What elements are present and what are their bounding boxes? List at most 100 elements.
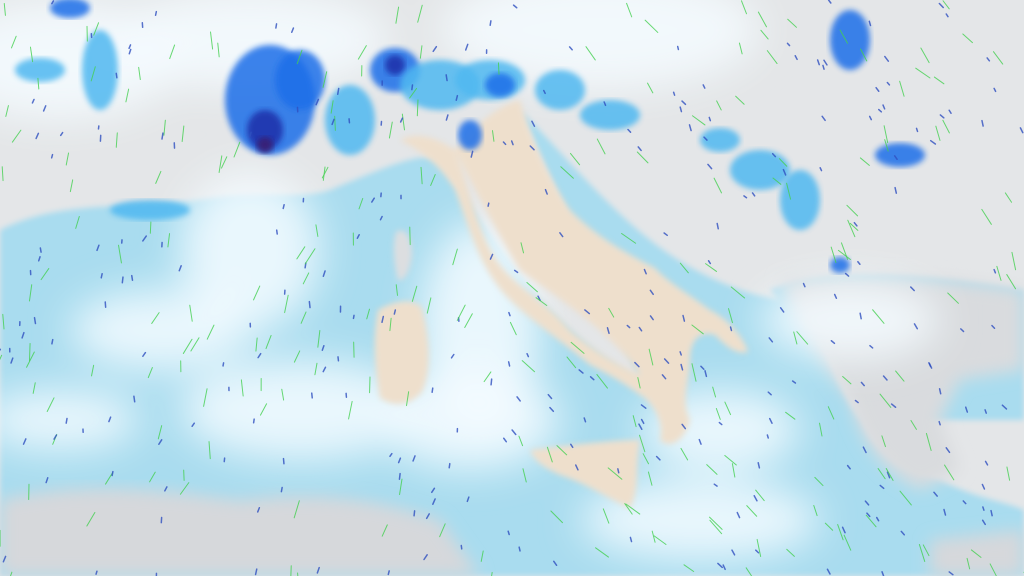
wind-streak bbox=[840, 242, 849, 260]
wind-streak bbox=[837, 524, 844, 541]
wind-streak bbox=[389, 317, 392, 332]
wind-streak bbox=[210, 31, 214, 50]
wind-streak bbox=[275, 23, 278, 29]
wind-streak bbox=[409, 87, 418, 99]
wind-streak bbox=[705, 263, 718, 272]
wind-streak bbox=[745, 567, 753, 576]
wind-streak bbox=[189, 304, 193, 322]
wind-streak bbox=[21, 331, 25, 339]
wind-streak bbox=[86, 511, 96, 527]
wind-streak bbox=[322, 71, 328, 88]
wind-streak bbox=[922, 544, 930, 557]
wind-streak bbox=[316, 566, 320, 574]
wind-streak bbox=[644, 19, 659, 33]
wind-streak bbox=[849, 222, 859, 231]
wind-streak bbox=[680, 363, 684, 371]
wind-streak bbox=[899, 490, 912, 506]
wind-streak bbox=[512, 4, 518, 9]
wind-streak bbox=[520, 242, 525, 254]
wind-streak bbox=[22, 438, 27, 445]
wind-streak bbox=[570, 341, 585, 354]
wind-streak bbox=[208, 441, 211, 460]
wind-streak bbox=[730, 286, 746, 299]
wind-streak bbox=[642, 453, 650, 465]
wind-streak bbox=[962, 500, 967, 505]
wind-streak bbox=[296, 49, 303, 65]
wind-streak bbox=[884, 55, 890, 62]
italy-mainland bbox=[400, 100, 748, 444]
wind-streak bbox=[683, 564, 695, 572]
wind-streak bbox=[149, 471, 156, 483]
wind-streak bbox=[886, 81, 891, 86]
wind-streak bbox=[651, 530, 656, 543]
wind-streak bbox=[128, 48, 132, 55]
wind-streak bbox=[275, 229, 278, 235]
wind-streak bbox=[11, 129, 22, 143]
wind-streak bbox=[935, 125, 941, 141]
wind-streak bbox=[300, 311, 307, 324]
wind-streak bbox=[722, 564, 726, 571]
wind-streak bbox=[483, 371, 492, 383]
wind-streak bbox=[331, 118, 335, 126]
wind-streak bbox=[508, 311, 511, 317]
wind-streak bbox=[490, 378, 493, 386]
wind-streak bbox=[713, 177, 723, 194]
wind-streak bbox=[35, 132, 40, 140]
wind-streak bbox=[681, 423, 687, 430]
wind-streak bbox=[649, 289, 654, 296]
wind-streak bbox=[526, 281, 538, 293]
wind-streak bbox=[356, 234, 360, 239]
wind-streak bbox=[125, 88, 130, 103]
precipitation-cell bbox=[247, 110, 283, 150]
wind-streak bbox=[785, 411, 796, 420]
wind-streak bbox=[760, 29, 769, 40]
wind-streak bbox=[862, 446, 867, 454]
wind-streak bbox=[455, 94, 459, 101]
wind-streak bbox=[842, 376, 852, 385]
wind-streak bbox=[913, 323, 919, 330]
wind-streak bbox=[111, 470, 114, 477]
wind-streak bbox=[826, 568, 831, 575]
wind-streak bbox=[766, 434, 770, 439]
wind-streak bbox=[425, 513, 430, 520]
wind-streak bbox=[95, 570, 98, 575]
wind-streak bbox=[981, 119, 984, 127]
wind-streak bbox=[691, 324, 704, 335]
wind-streak bbox=[716, 100, 722, 111]
wind-streak bbox=[584, 309, 591, 315]
wind-streak bbox=[859, 157, 870, 166]
precipitation-cell bbox=[700, 128, 740, 152]
wind-streak bbox=[637, 146, 642, 152]
wind-streak bbox=[417, 4, 423, 23]
wind-streak bbox=[982, 506, 985, 511]
wind-streak bbox=[853, 221, 858, 227]
wind-streak bbox=[910, 286, 915, 292]
precipitation-cell bbox=[257, 137, 273, 153]
wind-streak bbox=[981, 519, 986, 526]
wind-streak bbox=[751, 192, 756, 197]
wind-streak bbox=[596, 138, 606, 155]
wind-streak bbox=[529, 145, 535, 151]
wind-streak bbox=[321, 166, 329, 179]
wind-streak bbox=[766, 50, 778, 65]
wind-streak bbox=[32, 382, 36, 394]
wind-streak bbox=[649, 315, 654, 321]
wind-streak bbox=[406, 391, 410, 407]
wind-streak bbox=[401, 113, 405, 131]
wind-streak bbox=[621, 233, 637, 244]
wind-streak bbox=[181, 125, 185, 142]
wind-streak bbox=[291, 27, 295, 33]
wind-streak bbox=[502, 437, 508, 443]
wind-streak bbox=[617, 468, 620, 474]
wind-streak bbox=[647, 471, 653, 486]
wind-streak bbox=[993, 87, 997, 93]
wind-streak bbox=[986, 57, 991, 62]
wind-streak bbox=[553, 560, 558, 567]
wind-streak bbox=[915, 127, 919, 133]
precipitation-cell bbox=[830, 10, 870, 70]
wind-streak bbox=[653, 535, 667, 546]
wind-streak bbox=[535, 297, 548, 306]
wind-streak bbox=[595, 547, 609, 558]
wind-streak bbox=[233, 141, 241, 158]
